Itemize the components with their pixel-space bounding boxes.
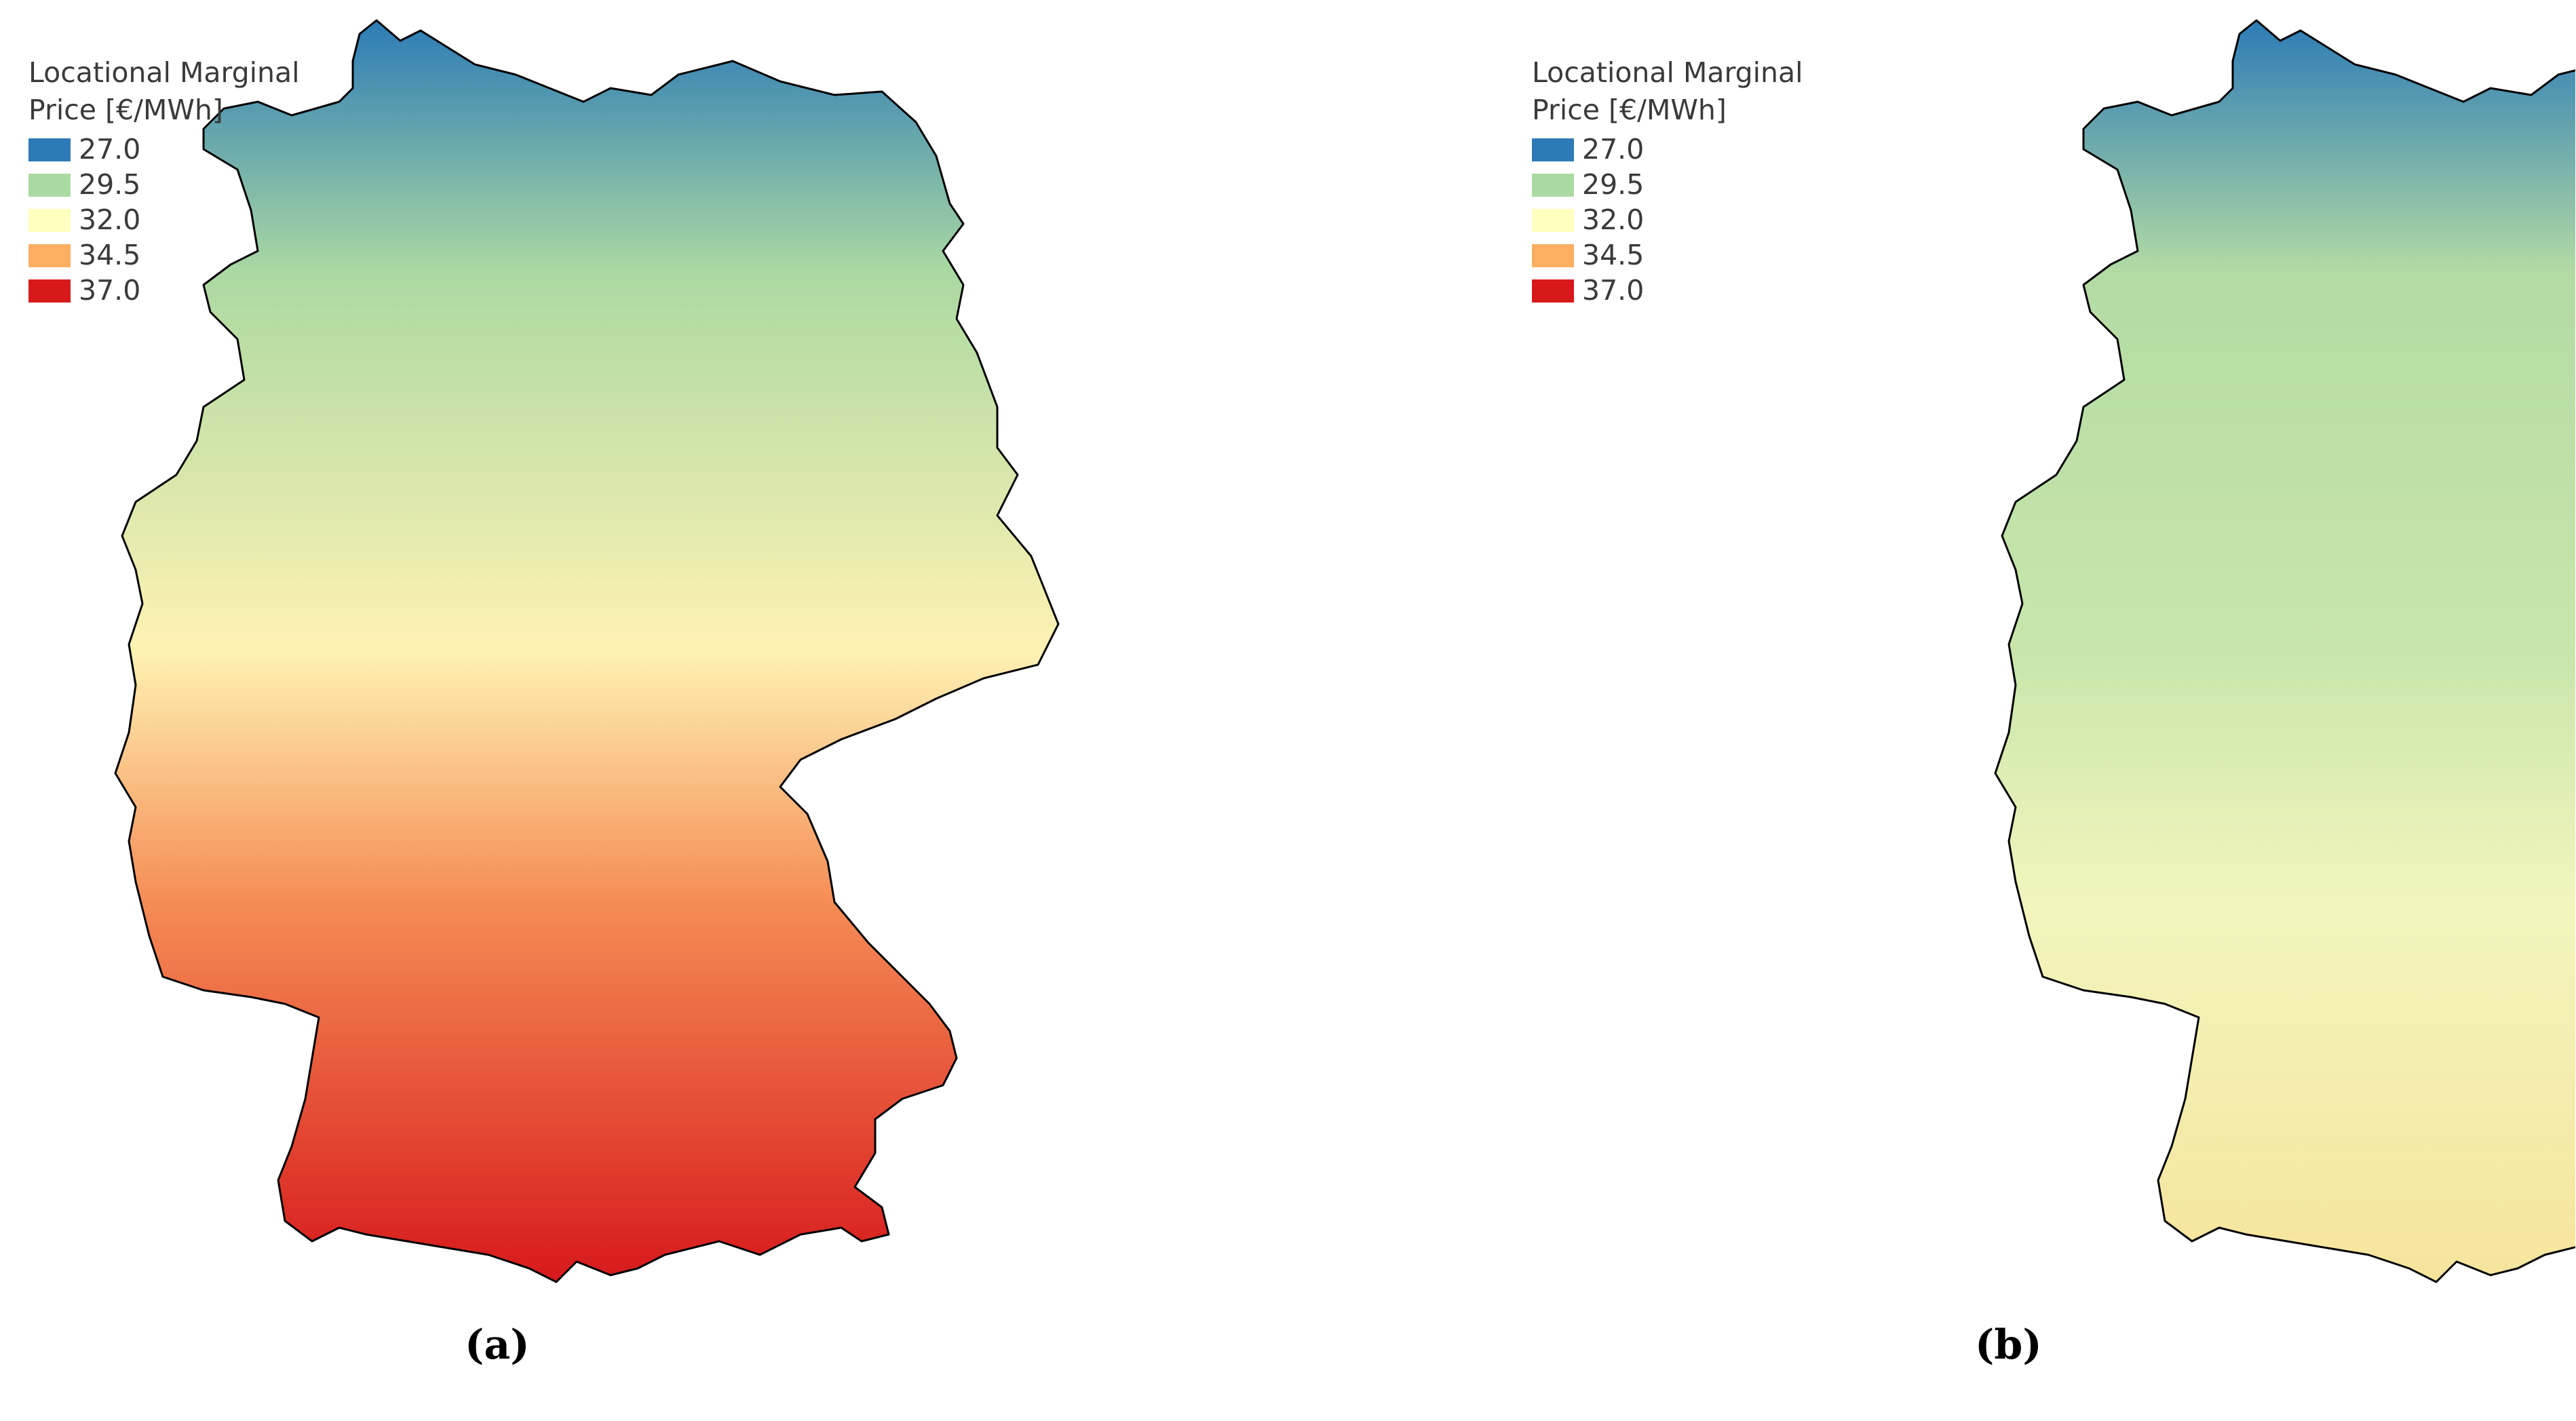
legend-label: 32.0 (1582, 203, 1645, 237)
legend-label: 34.5 (1582, 239, 1645, 272)
legend-entry: 27.0 (28, 132, 300, 168)
legend-entry: 34.5 (28, 238, 300, 273)
legend-swatch (1532, 173, 1574, 197)
legend-title: Locational Marginal Price [€/MWh] (28, 56, 300, 127)
legend-entry: 37.0 (28, 273, 300, 309)
legend-swatch (1532, 138, 1574, 161)
legend-label: 29.5 (79, 168, 141, 201)
map-panel-a: Locational Marginal Price [€/MWh] 27.0 2… (28, 19, 1060, 1369)
germany-shape-a (114, 19, 1060, 1283)
germany-shape-b (1994, 19, 2575, 1283)
legend-entry: 34.5 (1532, 238, 1803, 273)
legend-swatch (1532, 279, 1574, 303)
legend-swatch (28, 173, 71, 197)
legend-label: 32.0 (79, 203, 141, 237)
legend-entry: 32.0 (28, 203, 300, 238)
legend-label: 37.0 (1582, 274, 1645, 307)
legend-swatch (1532, 208, 1574, 232)
legend-entry: 29.5 (28, 168, 300, 203)
legend-b: Locational Marginal Price [€/MWh] 27.0 2… (1532, 54, 1803, 309)
legend-label: 34.5 (79, 239, 141, 272)
legend-entry: 29.5 (1532, 168, 1803, 203)
legend-label: 37.0 (79, 274, 141, 307)
legend-label: 27.0 (79, 133, 141, 166)
panel-label-b: (b) (1975, 1321, 2042, 1369)
legend-title: Locational Marginal Price [€/MWh] (1532, 56, 1803, 127)
legend-swatch (28, 208, 71, 232)
legend-label: 27.0 (1582, 133, 1645, 166)
germany-map-b (1994, 19, 2575, 1283)
legend-entry: 37.0 (1532, 273, 1803, 309)
legend-swatch (1532, 244, 1574, 267)
legend-a: Locational Marginal Price [€/MWh] 27.0 2… (28, 54, 300, 309)
legend-label: 29.5 (1582, 168, 1645, 201)
legend-entry: 27.0 (1532, 132, 1803, 168)
panel-label-a: (a) (465, 1321, 530, 1369)
legend-swatch (28, 279, 71, 303)
legend-entry: 32.0 (1532, 203, 1803, 238)
legend-swatch (28, 244, 71, 267)
map-panel-b: Locational Marginal Price [€/MWh] 27.0 2… (1288, 0, 2575, 1421)
legend-swatch (28, 138, 71, 161)
germany-map-a (114, 19, 1060, 1283)
